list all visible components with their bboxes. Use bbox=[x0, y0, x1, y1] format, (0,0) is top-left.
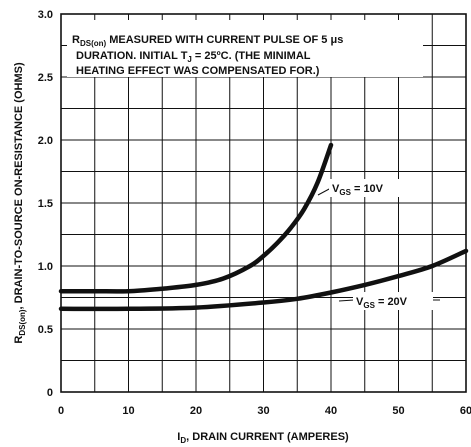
y-tick-label: 0 bbox=[47, 387, 53, 399]
series-label-vgs-10v: VGS = 10V bbox=[332, 183, 384, 197]
x-tick-label: 50 bbox=[392, 405, 404, 417]
annotation-line-1: RDS(on) MEASURED WITH CURRENT PULSE OF 5… bbox=[72, 34, 343, 48]
plot-frame bbox=[60, 13, 467, 393]
x-axis-title: ID, DRAIN CURRENT (AMPERES) bbox=[177, 431, 349, 445]
annotation-line-2: DURATION. INITIAL TJ = 25ºC. (THE MINIMA… bbox=[76, 50, 311, 64]
x-tick-label: 20 bbox=[190, 405, 202, 417]
x-tick-labels: 0 10 20 30 40 50 60 bbox=[58, 405, 471, 417]
y-tick-labels: 0 0.5 1.0 1.5 2.0 2.5 3.0 bbox=[38, 9, 53, 399]
x-tick-label: 40 bbox=[325, 405, 337, 417]
label-20v-background bbox=[353, 292, 433, 310]
y-tick-label: 3.0 bbox=[38, 9, 53, 21]
x-tick-label: 60 bbox=[460, 405, 471, 417]
series-line-2 bbox=[58, 248, 469, 312]
y-tick-label: 1.5 bbox=[38, 198, 53, 210]
label-leader-line bbox=[317, 187, 332, 196]
series-label-vgs-20v: VGS = 20V bbox=[356, 296, 408, 310]
y-tick-label: 2.5 bbox=[38, 72, 53, 84]
x-tick-label: 0 bbox=[58, 405, 64, 417]
label-leader-line bbox=[338, 299, 355, 302]
y-tick-label: 1.0 bbox=[38, 261, 53, 273]
label-10v-background bbox=[329, 179, 409, 197]
x-tick-label: 30 bbox=[257, 405, 269, 417]
series-line-1 bbox=[58, 142, 334, 294]
y-axis-title: RDS(on), DRAIN-TO-SOURCE ON-RESISTANCE (… bbox=[13, 62, 27, 344]
annotation-box bbox=[67, 20, 423, 77]
y-tick-label: 2.0 bbox=[38, 135, 53, 147]
y-tick-label: 0.5 bbox=[38, 324, 53, 336]
x-tick-label: 10 bbox=[122, 405, 134, 417]
annotation-line-3: HEATING EFFECT WAS COMPENSATED FOR.) bbox=[76, 65, 320, 77]
